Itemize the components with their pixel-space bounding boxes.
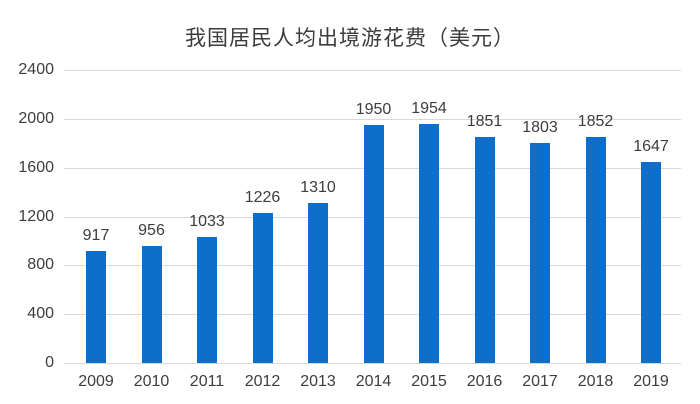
gridline	[64, 118, 681, 120]
bar-value-label: 1310	[300, 179, 336, 196]
y-tick-label: 1600	[18, 158, 54, 176]
x-tick-label: 2010	[133, 373, 170, 390]
bar-column: 1954	[401, 70, 457, 363]
chart-title: 我国居民人均出境游花费（美元）	[185, 27, 515, 50]
x-tick-label: 2017	[522, 373, 558, 390]
bar	[141, 246, 162, 363]
bar-value-label: 1803	[522, 119, 558, 136]
bar-value-label: 1950	[355, 101, 392, 118]
x-tick-label: 2011	[189, 373, 225, 390]
y-tick-label: 0	[45, 354, 54, 371]
x-tick-label: 2014	[355, 373, 392, 390]
x-tick-label: 2013	[300, 373, 336, 390]
gridline	[64, 70, 681, 71]
x-tick-label: 2012	[244, 373, 281, 390]
bar	[252, 213, 273, 363]
y-tick-label: 400	[27, 305, 54, 323]
x-tick-label: 2016	[466, 373, 503, 390]
bar-value-label: 917	[82, 227, 110, 244]
bar-column: 1647	[623, 70, 679, 363]
y-tick-label: 2000	[18, 109, 54, 127]
bar-column: 1033	[179, 70, 235, 363]
y-tick-label: 2400	[18, 61, 54, 78]
bar-value-label: 1851	[466, 113, 503, 130]
bar-column: 1950	[346, 70, 402, 363]
bar-value-label: 1647	[633, 138, 669, 155]
bar-column: 1851	[457, 70, 513, 363]
bar-value-label: 1226	[244, 189, 281, 206]
bar-value-label: 1954	[411, 100, 447, 117]
bar	[419, 124, 439, 363]
bar-column: 1852	[568, 70, 624, 363]
bar	[474, 137, 495, 363]
bar-value-label: 1033	[189, 213, 225, 230]
bar	[585, 137, 606, 363]
x-tick-label: 2018	[577, 373, 614, 390]
bar-column: 1226	[235, 70, 291, 363]
bar-column: 917	[68, 70, 124, 363]
plot-area: 2009 917 2010 956 2011 1033 2012 1226 2013 1310 20…	[64, 70, 681, 390]
bar	[197, 237, 217, 363]
bar	[86, 251, 106, 363]
bar-value-label: 956	[138, 222, 165, 239]
x-tick-label: 2009	[78, 373, 114, 390]
bar-column: 1803	[512, 70, 568, 363]
x-tick-label: 2015	[411, 373, 447, 390]
bar-value-label: 1852	[577, 113, 614, 130]
gridline	[64, 363, 681, 364]
bar	[530, 143, 550, 363]
x-tick-label: 2019	[633, 373, 669, 390]
bar	[641, 162, 661, 363]
y-tick-label: 800	[27, 256, 54, 274]
y-tick-label: 1200	[18, 207, 54, 225]
bar	[363, 125, 384, 363]
bar-column: 956	[124, 70, 180, 363]
bar	[308, 203, 328, 363]
bar-column: 1310	[290, 70, 346, 363]
